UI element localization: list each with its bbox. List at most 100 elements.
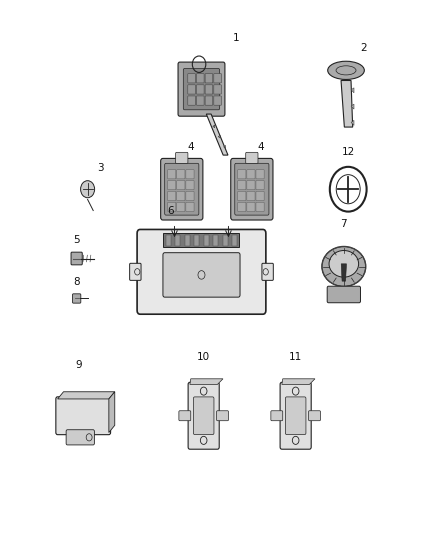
FancyBboxPatch shape — [168, 169, 176, 179]
FancyBboxPatch shape — [177, 181, 185, 190]
Text: 4: 4 — [257, 142, 264, 152]
Polygon shape — [341, 264, 346, 281]
Ellipse shape — [322, 246, 366, 287]
FancyBboxPatch shape — [188, 382, 219, 449]
FancyBboxPatch shape — [186, 191, 194, 200]
FancyBboxPatch shape — [231, 158, 273, 220]
FancyBboxPatch shape — [286, 397, 306, 434]
FancyBboxPatch shape — [194, 397, 214, 434]
FancyBboxPatch shape — [177, 191, 185, 200]
FancyBboxPatch shape — [186, 202, 194, 212]
Bar — [213, 235, 219, 246]
FancyBboxPatch shape — [56, 397, 110, 435]
Polygon shape — [190, 379, 223, 384]
FancyBboxPatch shape — [216, 411, 229, 421]
FancyBboxPatch shape — [247, 202, 255, 212]
FancyBboxPatch shape — [197, 74, 204, 83]
FancyBboxPatch shape — [205, 74, 213, 83]
Circle shape — [81, 181, 95, 198]
FancyBboxPatch shape — [72, 294, 81, 303]
FancyBboxPatch shape — [188, 96, 195, 105]
FancyBboxPatch shape — [168, 202, 176, 212]
Bar — [163, 233, 240, 247]
Bar — [166, 235, 171, 246]
Bar — [223, 235, 228, 246]
Text: 11: 11 — [289, 352, 302, 362]
FancyBboxPatch shape — [280, 382, 311, 449]
FancyBboxPatch shape — [188, 74, 195, 83]
FancyBboxPatch shape — [163, 253, 240, 297]
FancyBboxPatch shape — [256, 202, 264, 212]
Polygon shape — [351, 88, 354, 93]
FancyBboxPatch shape — [205, 96, 213, 105]
Text: 5: 5 — [73, 235, 80, 245]
FancyBboxPatch shape — [247, 181, 255, 190]
Polygon shape — [218, 135, 220, 138]
FancyBboxPatch shape — [186, 169, 194, 179]
FancyBboxPatch shape — [178, 62, 225, 116]
FancyBboxPatch shape — [271, 411, 283, 421]
Polygon shape — [224, 146, 226, 148]
FancyBboxPatch shape — [186, 181, 194, 190]
Polygon shape — [213, 125, 215, 128]
FancyBboxPatch shape — [130, 263, 141, 280]
Bar — [184, 235, 190, 246]
Text: 8: 8 — [73, 277, 80, 287]
FancyBboxPatch shape — [262, 263, 273, 280]
Polygon shape — [206, 114, 228, 155]
FancyBboxPatch shape — [161, 158, 203, 220]
Text: 4: 4 — [187, 142, 194, 152]
FancyBboxPatch shape — [256, 181, 264, 190]
FancyBboxPatch shape — [168, 181, 176, 190]
FancyBboxPatch shape — [165, 163, 199, 215]
Ellipse shape — [329, 251, 359, 277]
Bar — [175, 235, 180, 246]
FancyBboxPatch shape — [71, 252, 82, 265]
Text: 3: 3 — [97, 163, 104, 173]
FancyBboxPatch shape — [66, 430, 94, 445]
FancyBboxPatch shape — [247, 169, 255, 179]
FancyBboxPatch shape — [176, 152, 188, 164]
FancyBboxPatch shape — [238, 202, 246, 212]
FancyBboxPatch shape — [214, 96, 222, 105]
FancyBboxPatch shape — [238, 169, 246, 179]
FancyBboxPatch shape — [247, 191, 255, 200]
FancyBboxPatch shape — [214, 74, 222, 83]
Text: 2: 2 — [360, 43, 367, 53]
Text: 1: 1 — [233, 33, 240, 43]
Ellipse shape — [328, 61, 364, 79]
FancyBboxPatch shape — [214, 85, 222, 94]
FancyBboxPatch shape — [235, 163, 269, 215]
FancyBboxPatch shape — [238, 181, 246, 190]
Polygon shape — [351, 104, 354, 109]
FancyBboxPatch shape — [168, 191, 176, 200]
FancyBboxPatch shape — [256, 191, 264, 200]
FancyBboxPatch shape — [256, 169, 264, 179]
FancyBboxPatch shape — [188, 85, 195, 94]
Text: 7: 7 — [340, 219, 347, 229]
Polygon shape — [282, 379, 315, 384]
Bar — [194, 235, 199, 246]
FancyBboxPatch shape — [184, 69, 220, 110]
FancyBboxPatch shape — [177, 202, 185, 212]
Polygon shape — [58, 392, 115, 399]
Bar — [232, 235, 237, 246]
FancyBboxPatch shape — [197, 96, 204, 105]
Polygon shape — [351, 120, 354, 125]
Text: 6: 6 — [167, 206, 174, 216]
FancyBboxPatch shape — [246, 152, 258, 164]
FancyBboxPatch shape — [205, 85, 213, 94]
FancyBboxPatch shape — [137, 229, 266, 314]
Text: 12: 12 — [342, 147, 355, 157]
Text: 9: 9 — [75, 360, 82, 370]
FancyBboxPatch shape — [327, 286, 360, 303]
Polygon shape — [341, 80, 353, 127]
Polygon shape — [109, 392, 115, 433]
FancyBboxPatch shape — [197, 85, 204, 94]
FancyBboxPatch shape — [177, 169, 185, 179]
FancyBboxPatch shape — [308, 411, 321, 421]
FancyBboxPatch shape — [238, 191, 246, 200]
FancyBboxPatch shape — [179, 411, 191, 421]
Bar — [204, 235, 209, 246]
Text: 10: 10 — [197, 352, 210, 362]
